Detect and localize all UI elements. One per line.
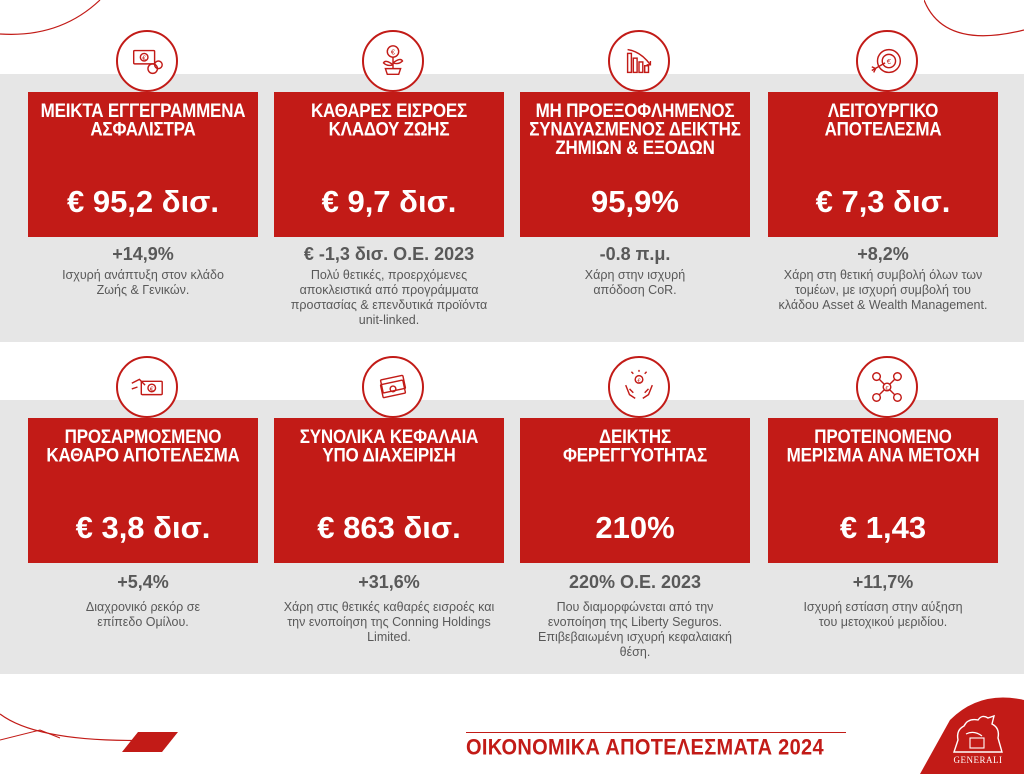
euro-notes-icon: € [132, 49, 163, 75]
metric-value: 95,9% [591, 184, 679, 219]
footer-title: ΟΙΚΟΝΟΜΙΚΑ ΑΠΟΤΕΛΕΣΜΑΤΑ 2024 [466, 736, 824, 761]
svg-text:€: € [391, 47, 396, 56]
metric-value: € 9,7 δισ. [321, 184, 457, 219]
decorative-parallelogram [122, 732, 178, 752]
metric-change: € -1,3 δισ. Ο.Ε. 2023 [303, 244, 475, 264]
cash-stack-icon [379, 374, 407, 399]
svg-text:€: € [150, 386, 154, 393]
icon-badge: € [362, 30, 424, 92]
metric-title: ΜΕΙΚΤΑ ΕΓΓΕΓΡΑΜΜΕΝΑ ΑΣΦΑΛΙΣΤΡΑ [40, 99, 246, 140]
footer-divider [466, 732, 846, 733]
icon-badge [362, 356, 424, 418]
metric-box: ΛΕΙΤΟΥΡΓΙΚΟ ΑΠΟΤΕΛΕΣΜΑ € 7,3 δισ. [768, 92, 998, 237]
metric-description: Που διαμορφώνεται από την ενοποίηση της … [538, 600, 732, 659]
declining-bars-icon [626, 48, 652, 74]
metric-value: € 3,8 δισ. [75, 510, 211, 545]
metric-description: Χάρη στη θετική συμβολή όλων των τομέων,… [778, 268, 988, 312]
decorative-curve-top-left [0, 0, 101, 35]
metric-description: Χάρη στην ισχυρή απόδοση CoR. [584, 268, 686, 297]
icon-badge: € [856, 356, 918, 418]
metric-change: +8,2% [857, 244, 909, 264]
metric-title: ΜΗ ΠΡΟΕΞΟΦΛΗΜΕΝΟΣ ΣΥΝΔΥΑΣΜΕΝΟΣ ΔΕΙΚΤΗΣ Ζ… [529, 99, 741, 159]
metric-description: Ισχυρή ανάπτυξη στον κλάδο Ζωής & Γενικώ… [62, 268, 224, 297]
icon-badge: € [856, 30, 918, 92]
metric-change: +14,9% [112, 244, 174, 264]
metric-title: ΣΥΝΟΛΙΚΑ ΚΕΦΑΛΑΙΑ ΥΠΟ ΔΙΑΧΕΙΡΙΣΗ [299, 425, 479, 466]
metric-change: +11,7% [852, 572, 914, 592]
svg-text:€: € [885, 386, 889, 392]
metric-description: Διαχρονικό ρεκόρ σε επίπεδο Ομίλου. [85, 600, 201, 629]
metric-description: Πολύ θετικές, προερχόμενες αποκλειστικά … [290, 268, 488, 327]
metric-value: 210% [595, 510, 675, 545]
icon-badge [608, 30, 670, 92]
lion-logo-icon [953, 714, 1003, 753]
metric-box: ΣΥΝΟΛΙΚΑ ΚΕΦΑΛΑΙΑ ΥΠΟ ΔΙΑΧΕΙΡΙΣΗ € 863 δ… [274, 418, 504, 563]
metric-title: ΚΑΘΑΡΕΣ ΕΙΣΡΟΕΣ ΚΛΑΔΟΥ ΖΩΗΣ [310, 99, 468, 140]
metric-change: -0.8 π.μ. [599, 244, 671, 264]
metric-box: ΚΑΘΑΡΕΣ ΕΙΣΡΟΕΣ ΚΛΑΔΟΥ ΖΩΗΣ € 9,7 δισ. [274, 92, 504, 237]
svg-text:€: € [887, 57, 892, 66]
metric-title: ΠΡΟΤΕΙΝΟΜΕΝΟ ΜΕΡΙΣΜΑ ΑΝΑ ΜΕΤΟΧΗ [786, 425, 980, 466]
metric-value: € 95,2 δισ. [66, 184, 220, 219]
metric-title: ΔΕΙΚΤΗΣ ΦΕΡΕΓΓΥΟΤΗΤΑΣ [563, 425, 707, 466]
metric-value: € 7,3 δισ. [815, 184, 951, 219]
metric-change: +31,6% [358, 572, 420, 592]
metric-change: +5,4% [117, 572, 169, 592]
metric-change: 220% Ο.Ε. 2023 [568, 572, 702, 592]
metric-description: Χάρη στις θετικές καθαρές εισροές και τη… [283, 600, 495, 644]
metric-title: ΠΡΟΣΑΡΜΟΣΜΕΝΟ ΚΑΘΑΡΟ ΑΠΟΤΕΛΕΣΜΑ [46, 425, 240, 466]
brand-logo-text: GENERALI [953, 755, 1003, 765]
icon-badge: € [116, 30, 178, 92]
metric-box: ΔΕΙΚΤΗΣ ΦΕΡΕΓΓΥΟΤΗΤΑΣ 210% [520, 418, 750, 563]
metric-value: € 863 δισ. [317, 510, 461, 545]
svg-text:€: € [142, 55, 146, 62]
metric-description: Ισχυρή εστίαση στην αύξηση του μετοχικού… [803, 600, 963, 629]
euro-plant-icon: € [382, 45, 404, 76]
euro-target-icon: € [871, 48, 902, 74]
hands-euro-icon: € [625, 369, 653, 399]
metric-box: ΜΕΙΚΤΑ ΕΓΓΕΓΡΑΜΜΕΝΑ ΑΣΦΑΛΙΣΤΡΑ € 95,2 δι… [28, 92, 258, 237]
svg-text:€: € [637, 378, 641, 384]
metric-box: ΠΡΟΤΕΙΝΟΜΕΝΟ ΜΕΡΙΣΜΑ ΑΝΑ ΜΕΤΟΧΗ € 1,43 [768, 418, 998, 563]
decorative-curve-top-right [924, 0, 1024, 37]
metric-value: € 1,43 [839, 510, 927, 545]
hand-euro-note-icon: € [131, 378, 163, 396]
shareholders-euro-icon: € [872, 372, 902, 402]
metric-box: ΜΗ ΠΡΟΕΞΟΦΛΗΜΕΝΟΣ ΣΥΝΔΥΑΣΜΕΝΟΣ ΔΕΙΚΤΗΣ Ζ… [520, 92, 750, 237]
metric-box: ΠΡΟΣΑΡΜΟΣΜΕΝΟ ΚΑΘΑΡΟ ΑΠΟΤΕΛΕΣΜΑ € 3,8 δι… [28, 418, 258, 563]
metric-title: ΛΕΙΤΟΥΡΓΙΚΟ ΑΠΟΤΕΛΕΣΜΑ [824, 99, 942, 140]
decorative-corner-shape [920, 697, 1024, 774]
icon-badge: € [608, 356, 670, 418]
icon-badge: € [116, 356, 178, 418]
